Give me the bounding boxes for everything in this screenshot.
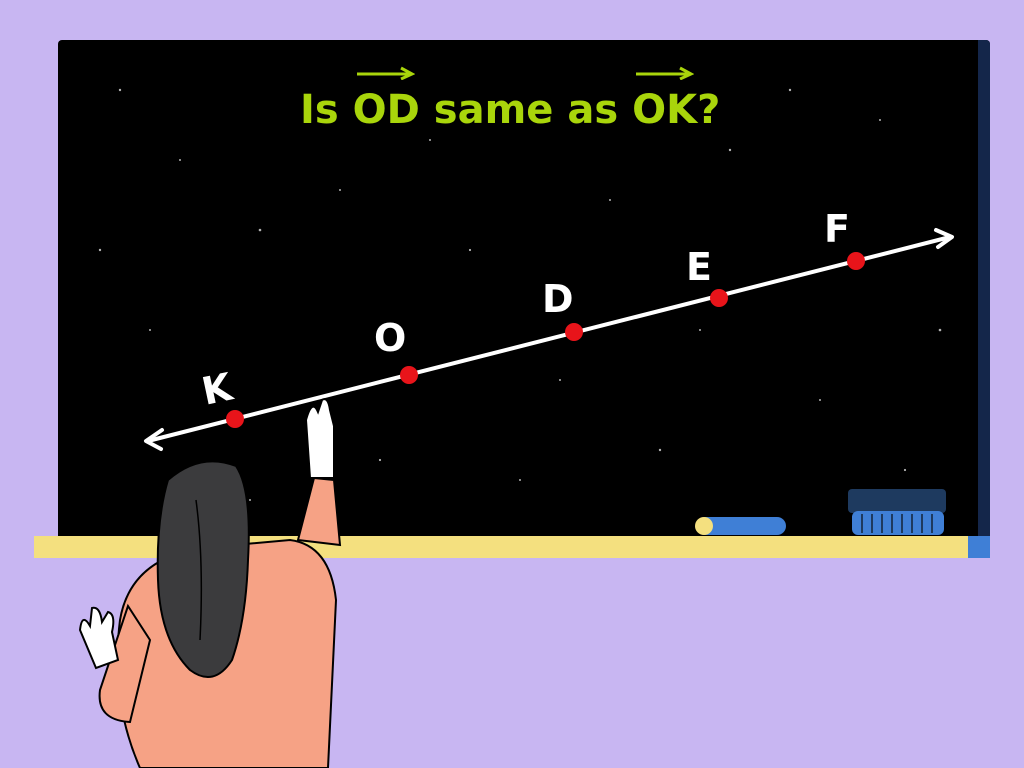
line-kf	[144, 228, 954, 451]
label-o: O	[374, 316, 406, 360]
chalk-ledge-end	[968, 536, 990, 558]
vector-ok: OK	[632, 66, 698, 140]
question-middle: same as	[433, 87, 619, 133]
question-suffix: ?	[697, 87, 721, 133]
label-f: F	[824, 207, 850, 251]
chalkboard-edge	[978, 40, 990, 540]
question-prefix: Is	[300, 87, 339, 133]
point-f	[847, 252, 865, 270]
point-d	[565, 323, 583, 341]
label-d: D	[542, 277, 574, 321]
point-o	[400, 366, 418, 384]
chalk-dust	[98, 88, 942, 501]
question-title: Is OD same as OK ?	[300, 66, 740, 140]
label-k: K	[198, 364, 237, 413]
chalk-ledge	[34, 536, 968, 558]
vector-od-label: OD	[352, 87, 420, 133]
chalkboard	[58, 40, 990, 540]
vector-od: OD	[352, 66, 420, 140]
vector-arrow-icon	[356, 66, 415, 80]
vector-ok-label: OK	[632, 87, 698, 133]
right-arrowhead-icon	[934, 228, 954, 249]
point-e	[710, 289, 728, 307]
vector-arrow-icon	[636, 66, 695, 80]
label-e: E	[686, 245, 712, 289]
point-k	[226, 410, 244, 428]
left-arrowhead-icon	[144, 428, 164, 451]
